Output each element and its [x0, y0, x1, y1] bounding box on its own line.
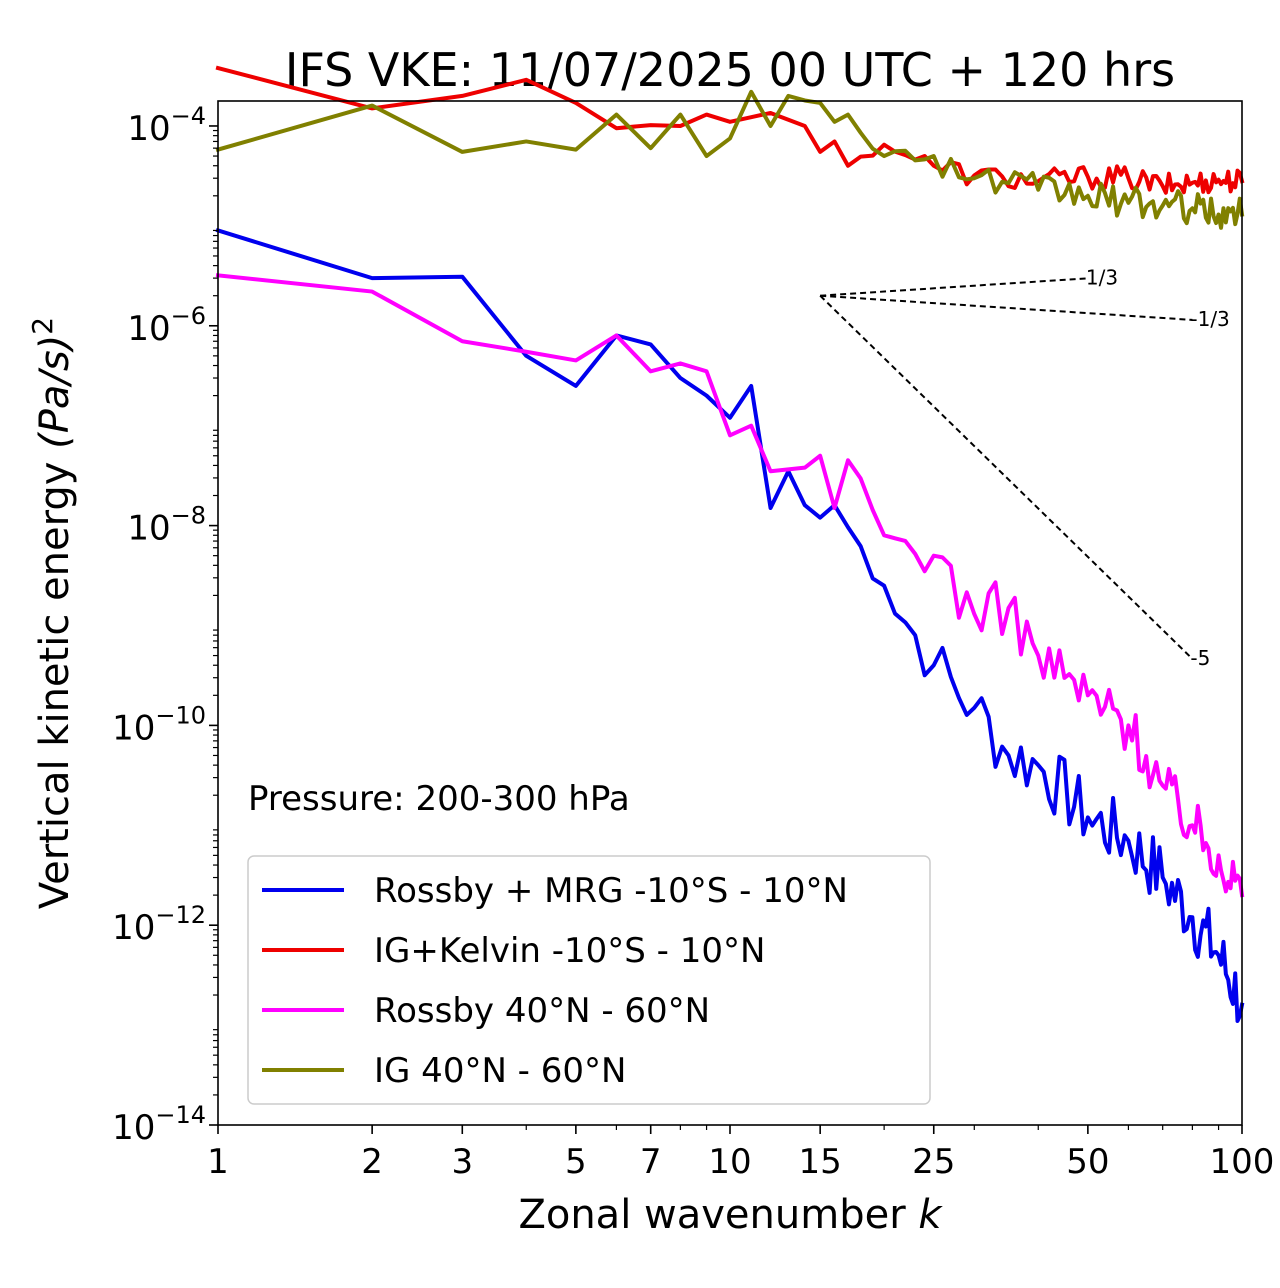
x-tick-label: 7	[640, 1142, 662, 1182]
y-tick-label: 10−8	[127, 502, 206, 549]
x-tick-label: 1	[207, 1142, 229, 1182]
x-tick-label: 2	[361, 1142, 383, 1182]
x-tick-label: 15	[799, 1142, 842, 1182]
pressure-annotation: Pressure: 200-300 hPa	[248, 779, 630, 819]
reference-slope-label-1: 1/3	[1086, 265, 1118, 289]
x-axis-label: Zonal wavenumber k	[518, 1192, 943, 1238]
y-tick-label: 10−6	[127, 302, 206, 349]
reference-slope-line-1	[820, 277, 1088, 297]
legend-label-1: Rossby + MRG -10°S - 10°N	[374, 871, 848, 911]
x-axis-ticks: 1 2 3 5 7 10 15 25 50 100	[207, 1125, 1274, 1182]
reference-slopes: 1/3 -1/3 -5	[819, 265, 1230, 670]
y-tick-label: 10−10	[112, 701, 206, 748]
reference-slope-line-3	[819, 294, 1194, 660]
legend: Rossby + MRG -10°S - 10°N IG+Kelvin -10°S…	[247, 855, 931, 1105]
series-line-3	[215, 273, 1245, 898]
y-tick-label: 10−14	[112, 1101, 206, 1148]
legend-label-3: Rossby 40°N - 60°N	[374, 991, 710, 1031]
x-tick-label: 100	[1210, 1142, 1275, 1182]
series-line-4	[215, 89, 1245, 230]
series-line-1	[215, 227, 1245, 1023]
reference-slope-line-2	[820, 294, 1193, 321]
y-axis-label: Vertical kinetic energy (Pa/s)2	[26, 317, 78, 909]
y-tick-label: 10−4	[127, 102, 206, 149]
x-tick-label: 25	[912, 1142, 955, 1182]
chart-title: IFS VKE: 11/07/2025 00 UTC + 120 hrs	[285, 43, 1175, 97]
series-line-2	[215, 65, 1245, 195]
x-tick-label: 5	[565, 1142, 587, 1182]
legend-label-4: IG 40°N - 60°N	[374, 1051, 626, 1091]
y-axis-ticks: 10−14 10−12 10−10 10−8 10−6 10−4	[112, 102, 218, 1148]
reference-slope-label-3: -5	[1190, 646, 1210, 670]
x-tick-label: 3	[451, 1142, 473, 1182]
reference-slope-label-2: -1/3	[1190, 307, 1229, 331]
legend-box	[247, 855, 931, 1105]
x-tick-label: 10	[708, 1142, 751, 1182]
series-layer	[215, 65, 1245, 1023]
legend-label-2: IG+Kelvin -10°S - 10°N	[374, 931, 765, 971]
x-tick-label: 50	[1066, 1142, 1109, 1182]
y-tick-label: 10−12	[112, 901, 206, 948]
